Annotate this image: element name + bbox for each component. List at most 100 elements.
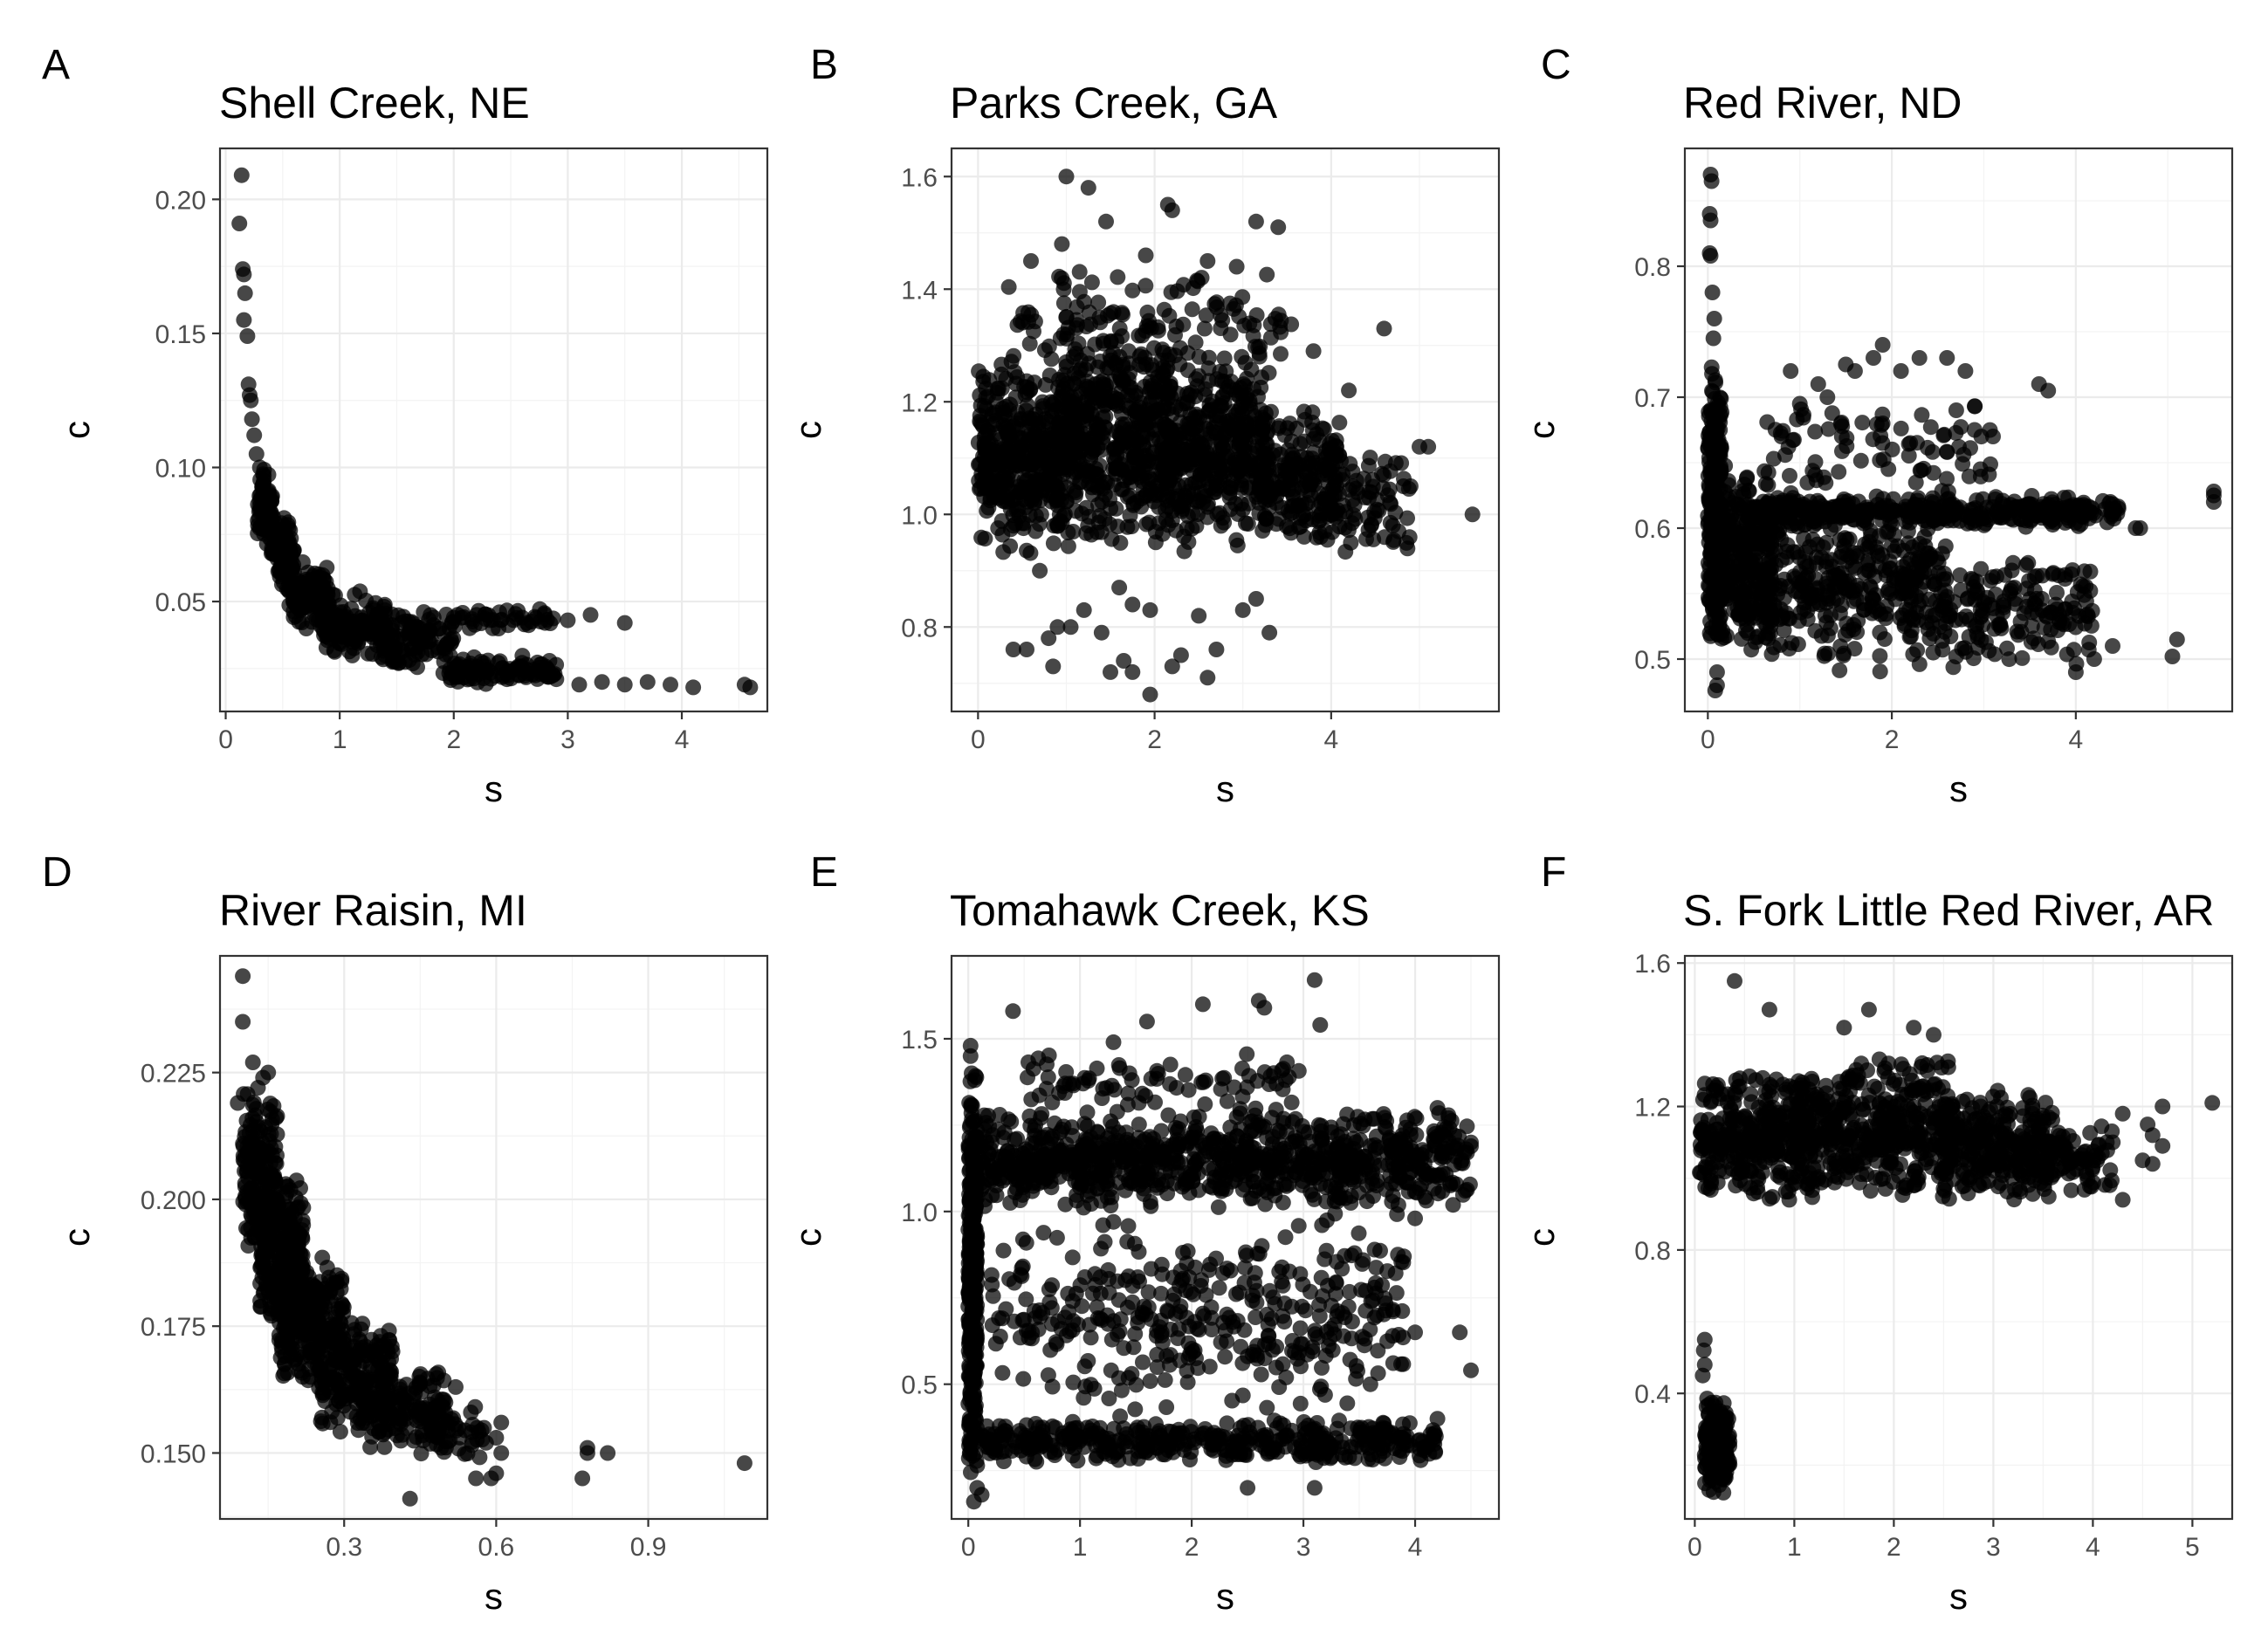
data-point — [1007, 375, 1024, 392]
data-point — [1832, 638, 1849, 655]
data-point — [1063, 397, 1080, 414]
data-point — [1083, 385, 1100, 402]
data-point — [1060, 538, 1076, 554]
data-point — [2077, 502, 2093, 518]
data-point — [1096, 397, 1113, 414]
data-point — [1065, 524, 1082, 539]
data-point — [1114, 462, 1131, 478]
data-point — [1021, 335, 1038, 352]
data-point — [1065, 469, 1082, 485]
data-point — [1832, 605, 1848, 622]
data-point — [280, 582, 297, 599]
data-point — [1200, 373, 1217, 389]
data-point — [390, 1396, 407, 1412]
data-point — [1385, 518, 1401, 534]
data-point — [283, 1275, 299, 1292]
data-point — [309, 1295, 325, 1311]
y-axis-label: c — [1521, 421, 1562, 439]
data-point — [1292, 436, 1309, 452]
data-point — [1706, 311, 1722, 326]
data-point — [1865, 431, 1881, 448]
data-point — [380, 1343, 396, 1360]
data-point — [1314, 466, 1330, 483]
data-point — [1973, 560, 1990, 577]
data-point — [239, 328, 256, 344]
data-point — [269, 551, 285, 567]
data-point — [663, 677, 678, 693]
data-point — [976, 436, 993, 451]
data-point — [1836, 498, 1852, 514]
data-point — [1935, 642, 1951, 658]
data-point — [1179, 386, 1195, 402]
data-point — [2018, 557, 2034, 574]
data-point — [1001, 430, 1017, 447]
data-point — [1709, 538, 1726, 554]
data-point — [1284, 505, 1300, 521]
data-point — [277, 1356, 292, 1372]
data-point — [1221, 484, 1238, 501]
data-point — [1713, 579, 1729, 595]
data-point — [1237, 354, 1254, 371]
data-point — [548, 671, 565, 688]
data-point — [1782, 468, 1797, 484]
panel-title: Shell Creek, NE — [219, 79, 530, 127]
data-point — [1213, 320, 1229, 336]
data-point — [1054, 236, 1070, 252]
data-point — [1759, 519, 1776, 535]
data-point — [1939, 443, 1955, 460]
data-point — [1322, 436, 1338, 452]
data-point — [1702, 212, 1719, 229]
data-point — [1819, 389, 1836, 405]
data-point — [1948, 402, 1964, 418]
data-point — [407, 647, 423, 663]
data-point — [1759, 414, 1776, 430]
data-point — [1760, 464, 1777, 481]
data-point — [445, 609, 462, 626]
data-point — [1112, 534, 1129, 551]
data-point — [1200, 403, 1217, 420]
data-point — [1142, 686, 1158, 703]
data-point — [358, 592, 375, 608]
data-point — [271, 1254, 288, 1270]
data-point — [2076, 563, 2093, 580]
panel-title: Parks Creek, GA — [950, 79, 1278, 127]
panel-title: Red River, ND — [1683, 79, 1962, 127]
data-point — [400, 625, 416, 642]
data-point — [1704, 285, 1721, 300]
data-point — [1089, 524, 1105, 540]
data-point — [2049, 585, 2065, 601]
data-point — [1256, 508, 1273, 525]
data-point — [1819, 628, 1836, 643]
data-point — [594, 674, 610, 691]
x-axis-label: s — [485, 768, 503, 809]
data-point — [1952, 567, 1969, 583]
data-point — [292, 1195, 309, 1212]
data-point — [1167, 347, 1184, 364]
data-point — [306, 565, 323, 581]
data-point — [315, 622, 332, 638]
data-point — [231, 216, 248, 231]
data-point — [1831, 568, 1847, 585]
data-point — [1791, 395, 1808, 412]
data-point — [1376, 320, 1392, 337]
data-point — [1250, 388, 1266, 405]
data-point — [1852, 452, 1869, 469]
panel-letter: C — [1541, 42, 1571, 88]
data-point — [1111, 320, 1128, 337]
data-point — [1709, 421, 1726, 437]
panel-d: D River Raisin, MI 0.3 0.6 0.90.1500.1750.… — [42, 849, 769, 1617]
data-point — [1067, 341, 1083, 358]
data-point — [491, 604, 507, 621]
data-point — [1137, 488, 1153, 505]
data-point — [1748, 553, 1763, 569]
data-point — [1213, 461, 1229, 478]
data-point — [1019, 642, 1034, 657]
data-point — [1783, 635, 1800, 651]
data-point — [1083, 274, 1100, 291]
data-point — [1961, 468, 1977, 484]
data-point — [1191, 608, 1207, 624]
data-point — [258, 489, 275, 505]
data-point — [1738, 622, 1754, 639]
y-tick-label: 0.6 — [1634, 515, 1671, 544]
data-point — [1969, 616, 1985, 633]
